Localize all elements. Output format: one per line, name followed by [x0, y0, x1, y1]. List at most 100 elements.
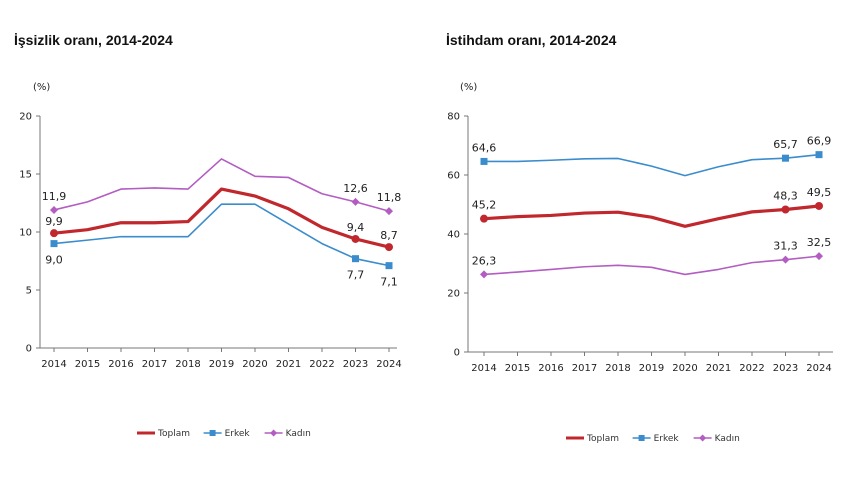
y-tick-label: 10: [19, 228, 32, 239]
data-point: [480, 214, 488, 223]
data-label: 7,1: [380, 276, 398, 289]
data-label: 9,9: [45, 215, 63, 228]
unemployment-chart: (%) 0 5 10 15 20 2014 2015 2016 2017 2018 2019 2020 2…: [19, 82, 402, 439]
data-label: 31,3: [773, 240, 798, 253]
y-tick-label: 80: [447, 112, 460, 123]
series-line: [483, 204, 820, 228]
data-point: [385, 207, 393, 216]
y-tick-label: 0: [454, 348, 460, 359]
data-label: 7,7: [347, 269, 365, 282]
legend-marker: [209, 430, 216, 436]
legend-item-kadın: Kadın: [693, 434, 740, 444]
data-label: 45,2: [472, 199, 497, 212]
y-tick-label: 0: [26, 344, 32, 355]
legend-item-kadın: Kadın: [264, 429, 311, 439]
series-line: [483, 255, 820, 276]
legend: Toplam Erkek Kadın: [566, 434, 740, 444]
x-tick-label: 2019: [639, 363, 664, 374]
series-line: [53, 203, 390, 267]
data-label: 9,0: [45, 254, 63, 267]
y-tick-label: 60: [447, 171, 460, 182]
x-tick-label: 2015: [75, 359, 100, 370]
data-point: [815, 252, 823, 261]
data-point: [781, 255, 790, 264]
data-label: 48,3: [773, 190, 798, 203]
series-erkek: 9,0 7,7 7,1: [45, 203, 398, 289]
legend-marker: [699, 434, 707, 442]
data-point: [782, 154, 789, 162]
x-tick-label: 2018: [605, 363, 630, 374]
x-tick-label: 2022: [309, 359, 334, 370]
y-tick-label: 20: [447, 289, 460, 300]
chart-title-employment: İstihdam oranı, 2014-2024: [446, 32, 617, 48]
data-point: [480, 157, 488, 165]
x-tick-label: 2019: [209, 359, 234, 370]
series-kadın: 11,9 12,6 11,8: [42, 158, 402, 216]
data-point: [50, 205, 58, 214]
series-line: [53, 187, 390, 249]
x-tick-label: 2015: [505, 363, 530, 374]
data-label: 64,6: [472, 141, 497, 154]
data-label: 11,9: [42, 190, 67, 203]
x-tick-label: 2020: [672, 363, 697, 374]
data-label: 9,4: [347, 221, 365, 234]
legend-label: Erkek: [225, 429, 251, 439]
series-erkek: 64,6 65,7 66,9: [472, 135, 831, 177]
legend-label: Kadın: [715, 434, 740, 444]
x-tick-label: 2018: [175, 359, 200, 370]
legend-marker: [270, 429, 278, 437]
series-toplam: 45,2 48,3 49,5: [472, 186, 831, 228]
data-point: [351, 197, 360, 206]
x-tick-label: 2017: [142, 359, 167, 370]
series-toplam: 9,9 9,4 8,7: [45, 187, 398, 252]
x-tick-label: 2017: [572, 363, 597, 374]
y-tick-label: 5: [26, 286, 32, 297]
legend-marker: [638, 435, 645, 441]
data-point: [50, 229, 58, 238]
chart-title-unemployment: İşsizlik oranı, 2014-2024: [14, 32, 173, 48]
series-kadın: 26,3 31,3 32,5: [472, 236, 832, 279]
series-line: [53, 158, 390, 212]
x-tick-label: 2024: [806, 363, 831, 374]
x-tick-label: 2024: [376, 359, 401, 370]
legend-label: Toplam: [157, 429, 190, 439]
x-tick-label: 2021: [276, 359, 301, 370]
y-axis-unit: (%): [460, 82, 477, 93]
data-point: [351, 234, 360, 243]
y-axis-unit: (%): [33, 82, 50, 93]
series-line: [484, 153, 820, 177]
x-tick-label: 2020: [242, 359, 267, 370]
y-tick-label: 15: [19, 170, 32, 181]
x-tick-label: 2023: [343, 359, 368, 370]
data-label: 65,7: [773, 138, 798, 151]
x-tick-label: 2016: [108, 359, 133, 370]
legend-label: Kadın: [286, 429, 311, 439]
legend-label: Toplam: [586, 434, 619, 444]
legend-item-erkek: Erkek: [632, 434, 679, 444]
y-tick-label: 40: [447, 230, 460, 241]
data-point: [385, 243, 393, 252]
data-point: [385, 262, 393, 270]
y-tick-label: 20: [19, 112, 32, 123]
data-label: 26,3: [472, 254, 497, 267]
legend: Toplam Erkek Kadın: [137, 429, 311, 439]
data-label: 11,8: [377, 191, 402, 204]
x-tick-label: 2023: [773, 363, 798, 374]
x-tick-label: 2021: [706, 363, 731, 374]
data-label: 32,5: [807, 236, 832, 249]
data-point: [480, 270, 488, 279]
data-point: [815, 201, 823, 210]
legend-item-toplam: Toplam: [566, 434, 619, 444]
data-point: [815, 151, 823, 159]
x-tick-label: 2014: [41, 359, 66, 370]
data-label: 12,6: [343, 182, 368, 195]
legend-item-erkek: Erkek: [203, 429, 251, 439]
x-tick-label: 2022: [739, 363, 764, 374]
legend-item-toplam: Toplam: [137, 429, 190, 439]
data-point: [781, 205, 790, 214]
x-tick-label: 2014: [471, 363, 496, 374]
data-point: [50, 240, 58, 248]
data-label: 8,7: [380, 229, 398, 242]
x-tick-label: 2016: [538, 363, 563, 374]
